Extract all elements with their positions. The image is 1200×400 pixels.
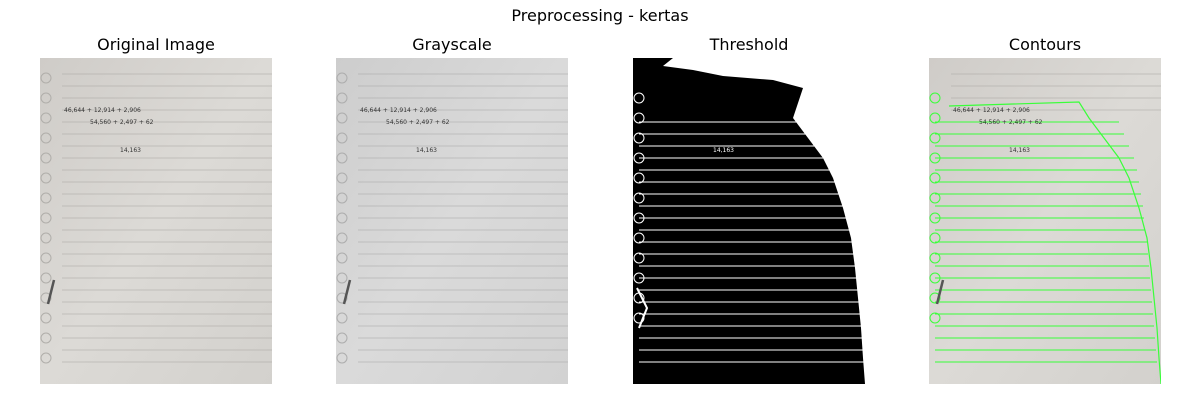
handwriting-line3-contour: 14,163 <box>1009 147 1030 154</box>
panel-title-contours: Contours <box>929 36 1161 58</box>
panel-contours: Contours 46,644 <box>929 36 1161 384</box>
handwriting-line3-gray: 14,163 <box>416 147 437 154</box>
handwriting-line2-gray: 54,560 + 2,497 + 62 <box>386 119 450 126</box>
handwriting-line1-contour: 46,644 + 12,914 + 2,906 <box>953 107 1030 114</box>
grayscale-image: 46,644 + 12,914 + 2,906 54,560 + 2,497 +… <box>336 58 568 384</box>
handwriting-line2: 54,560 + 2,497 + 62 <box>90 119 154 126</box>
panel-original: Original Image <box>40 36 272 384</box>
threshold-image: 14,163 <box>633 58 865 384</box>
original-image: 46,644 + 12,914 + 2,906 54,560 + 2,497 +… <box>40 58 272 384</box>
panel-grayscale: Grayscale 46,644 + 12,914 + 2,906 54,5 <box>336 36 568 384</box>
handwriting-line3-threshold: 14,163 <box>713 147 734 154</box>
handwriting-line3: 14,163 <box>120 147 141 154</box>
panel-title-original: Original Image <box>40 36 272 58</box>
handwriting-line1: 46,644 + 12,914 + 2,906 <box>64 107 141 114</box>
panel-threshold: Threshold 14,163 <box>633 36 865 384</box>
contours-image: 46,644 + 12,914 + 2,906 54,560 + 2,497 +… <box>929 58 1161 384</box>
figure-title: Preprocessing - kertas <box>0 6 1200 25</box>
handwriting-line2-contour: 54,560 + 2,497 + 62 <box>979 119 1043 126</box>
panel-title-threshold: Threshold <box>633 36 865 58</box>
panel-title-grayscale: Grayscale <box>336 36 568 58</box>
handwriting-line1-gray: 46,644 + 12,914 + 2,906 <box>360 107 437 114</box>
